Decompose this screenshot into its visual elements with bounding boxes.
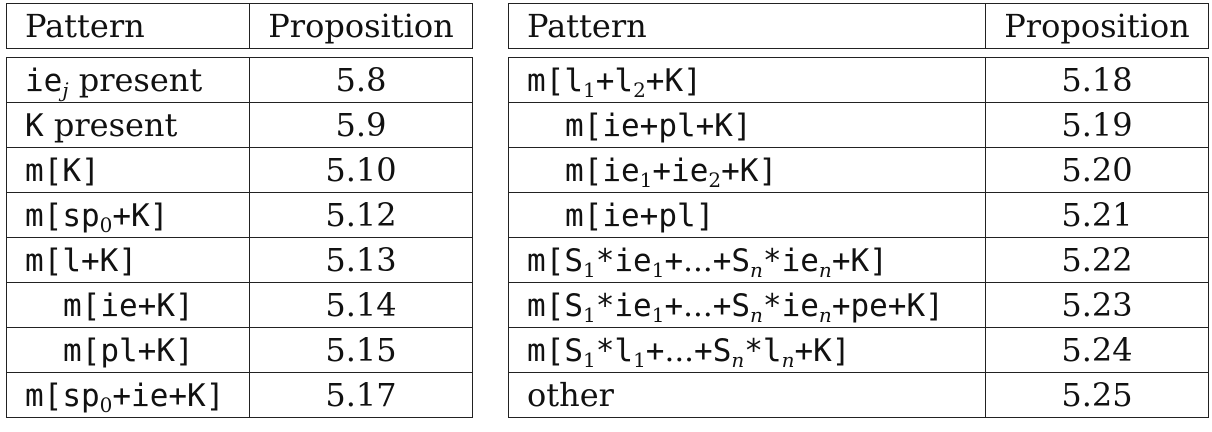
pattern-cell: other bbox=[508, 372, 986, 418]
header-pattern: Pattern bbox=[6, 3, 250, 49]
table-row: m[S1*ie1+...+Sn*ien+pe+K] 5.23 bbox=[508, 282, 1209, 328]
proposition-cell: 5.21 bbox=[985, 192, 1209, 238]
pattern-text: other bbox=[527, 376, 614, 414]
pattern-cell: K present bbox=[6, 102, 250, 148]
pattern-code: m[ie+K] bbox=[63, 287, 194, 324]
header-proposition: Proposition bbox=[985, 3, 1209, 49]
table-header-row: Pattern Proposition bbox=[508, 3, 1209, 49]
proposition-cell: 5.23 bbox=[985, 282, 1209, 328]
proposition-cell: 5.15 bbox=[249, 327, 473, 373]
table-row: iej present 5.8 bbox=[6, 57, 473, 103]
right-table: Pattern Proposition m[l1+l2+K] 5.18 m[ie… bbox=[508, 3, 1209, 418]
proposition-cell: 5.13 bbox=[249, 237, 473, 283]
table-row: m[sp0+ie+K] 5.17 bbox=[6, 372, 473, 418]
pattern-suffix: present bbox=[43, 105, 178, 144]
header-pattern: Pattern bbox=[508, 3, 986, 49]
proposition-cell: 5.20 bbox=[985, 147, 1209, 193]
table-header-row: Pattern Proposition bbox=[6, 3, 473, 49]
proposition-cell: 5.14 bbox=[249, 282, 473, 328]
proposition-cell: 5.10 bbox=[249, 147, 473, 193]
table-row: other 5.25 bbox=[508, 372, 1209, 418]
table-row: m[l1+l2+K] 5.18 bbox=[508, 57, 1209, 103]
pattern-code: m[ie+pl+K] bbox=[565, 107, 752, 144]
pattern-cell: m[ie+K] bbox=[6, 282, 250, 328]
table-row: m[ie+pl+K] 5.19 bbox=[508, 102, 1209, 148]
table-row: m[pl+K] 5.15 bbox=[6, 327, 473, 373]
pattern-cell: m[K] bbox=[6, 147, 250, 193]
pattern-cell: m[ie1+ie2+K] bbox=[508, 147, 986, 193]
pattern-cell: m[pl+K] bbox=[6, 327, 250, 373]
pattern-cell: m[S1*l1+...+Sn*ln+K] bbox=[508, 327, 986, 373]
table-row: m[ie1+ie2+K] 5.20 bbox=[508, 147, 1209, 193]
pattern-code: m[S1*l1+...+Sn*ln+K] bbox=[527, 332, 851, 372]
table-row: m[S1*ie1+...+Sn*ien+K] 5.22 bbox=[508, 237, 1209, 283]
proposition-cell: 5.19 bbox=[985, 102, 1209, 148]
pattern-cell: m[S1*ie1+...+Sn*ien+K] bbox=[508, 237, 986, 283]
pattern-code: m[K] bbox=[25, 152, 100, 189]
pattern-code: m[ie+pl] bbox=[565, 197, 715, 234]
table-row: m[K] 5.10 bbox=[6, 147, 473, 193]
proposition-cell: 5.22 bbox=[985, 237, 1209, 283]
pattern-code: m[l1+l2+K] bbox=[527, 62, 702, 102]
proposition-cell: 5.24 bbox=[985, 327, 1209, 373]
proposition-cell: 5.9 bbox=[249, 102, 473, 148]
pattern-cell: m[ie+pl+K] bbox=[508, 102, 986, 148]
pattern-cell: iej present bbox=[6, 57, 250, 103]
left-table: Pattern Proposition iej present 5.8 K pr… bbox=[6, 3, 473, 418]
proposition-cell: 5.12 bbox=[249, 192, 473, 238]
pattern-code: K bbox=[25, 107, 44, 144]
pattern-suffix: present bbox=[68, 60, 203, 99]
pattern-code: m[l+K] bbox=[25, 242, 137, 279]
proposition-cell: 5.18 bbox=[985, 57, 1209, 103]
pattern-code: m[ie1+ie2+K] bbox=[565, 152, 778, 192]
pattern-cell: m[sp0+ie+K] bbox=[6, 372, 250, 418]
table-row: m[l+K] 5.13 bbox=[6, 237, 473, 283]
proposition-cell: 5.8 bbox=[249, 57, 473, 103]
pattern-code: m[pl+K] bbox=[63, 332, 194, 369]
pattern-code: m[S1*ie1+...+Sn*ien+pe+K] bbox=[527, 287, 944, 327]
proposition-cell: 5.25 bbox=[985, 372, 1209, 418]
table-row: m[S1*l1+...+Sn*ln+K] 5.24 bbox=[508, 327, 1209, 373]
table-row: m[ie+pl] 5.21 bbox=[508, 192, 1209, 238]
table-row: m[ie+K] 5.14 bbox=[6, 282, 473, 328]
table-row: K present 5.9 bbox=[6, 102, 473, 148]
pattern-cell: m[ie+pl] bbox=[508, 192, 986, 238]
pattern-cell: m[l1+l2+K] bbox=[508, 57, 986, 103]
table-row: m[sp0+K] 5.12 bbox=[6, 192, 473, 238]
pattern-code: m[sp0+K] bbox=[25, 197, 169, 237]
pattern-cell: m[l+K] bbox=[6, 237, 250, 283]
pattern-cell: m[sp0+K] bbox=[6, 192, 250, 238]
pattern-code: iej bbox=[25, 62, 69, 102]
pattern-cell: m[S1*ie1+...+Sn*ien+pe+K] bbox=[508, 282, 986, 328]
pattern-code: m[sp0+ie+K] bbox=[25, 377, 225, 417]
proposition-cell: 5.17 bbox=[249, 372, 473, 418]
header-proposition: Proposition bbox=[249, 3, 473, 49]
pattern-code: m[S1*ie1+...+Sn*ien+K] bbox=[527, 242, 888, 282]
